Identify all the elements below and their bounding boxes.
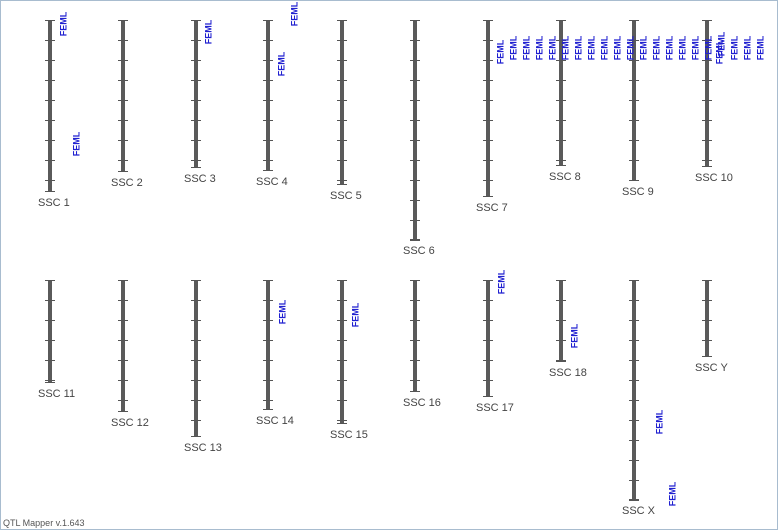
chromosome-label: SSC 7 [476, 202, 508, 214]
chromosome-bar [48, 280, 52, 383]
chromosome-bar [121, 280, 125, 412]
qtl-label: FEML [586, 35, 596, 60]
chromosome-label: SSC 16 [403, 397, 441, 409]
qtl-label: FEML [638, 35, 648, 60]
chromosome-label: SSC 4 [256, 176, 288, 188]
chromosome-bar [340, 20, 344, 185]
qtl-label: FEML [742, 35, 752, 60]
qtl-label: FEML [667, 481, 677, 506]
chromosome-bar [266, 280, 270, 410]
chromosome-label: SSC 6 [403, 245, 435, 257]
qtl-label: FEML [508, 35, 518, 60]
qtl-label: FEML [289, 1, 299, 26]
chromosome-bar [413, 280, 417, 392]
chromosome-label: SSC 9 [622, 186, 654, 198]
chromosome-bar [413, 20, 417, 240]
chromosome-bar [705, 20, 709, 167]
chromosome-label: SSC 12 [111, 417, 149, 429]
chromosome-label: SSC 8 [549, 171, 581, 183]
qtl-label: FEML [534, 35, 544, 60]
qtl-label: FEML [664, 35, 674, 60]
qtl-label: FEML [690, 35, 700, 60]
chromosome-label: SSC 17 [476, 402, 514, 414]
chromosome-label: SSC 1 [38, 197, 70, 209]
chromosome-bar [194, 280, 198, 437]
chromosome-label: SSC 11 [38, 388, 75, 400]
qtl-label: FEML [599, 35, 609, 60]
chromosome-label: SSC 5 [330, 190, 362, 202]
qtl-label: FEML [703, 35, 713, 60]
footer: QTL Mapper v.1.643 [3, 518, 85, 528]
chromosome-label: SSC 3 [184, 173, 216, 185]
qtl-label: FEML [350, 302, 360, 327]
qtl-label: FEML [203, 19, 213, 44]
chromosome-label: SSC Y [695, 362, 728, 374]
qtl-label: FEML [547, 35, 557, 60]
qtl-label: FEML [71, 131, 81, 156]
chromosome-label: SSC 15 [330, 429, 368, 441]
chromosome-bar [632, 280, 636, 500]
chromosome-bar [48, 20, 52, 192]
qtl-label: FEML [654, 409, 664, 434]
qtl-label: FEML [677, 35, 687, 60]
qtl-label: FEML [714, 39, 724, 64]
qtl-label: FEML [276, 51, 286, 76]
qtl-label: FEML [58, 11, 68, 36]
chromosome-label: SSC 2 [111, 177, 143, 189]
qtl-label: FEML [560, 35, 570, 60]
qtl-label: FEML [573, 35, 583, 60]
chromosome-bar [705, 280, 709, 357]
chromosome-bar [194, 20, 198, 168]
chromosome-bar [486, 20, 490, 197]
qtl-label: FEML [729, 35, 739, 60]
chromosome-label: SSC X [622, 505, 656, 517]
chromosome-bar [486, 280, 490, 397]
chromosome-label: SSC 13 [184, 442, 222, 454]
qtl-label: FEML [521, 35, 531, 60]
chromosome-bar [121, 20, 125, 172]
chromosome-bar [340, 280, 344, 424]
chromosome-label: SSC 18 [549, 367, 587, 379]
chromosome-bar [559, 20, 563, 166]
qtl-label: FEML [651, 35, 661, 60]
qtl-label: FEML [625, 35, 635, 60]
chromosome-label: SSC 14 [256, 415, 294, 427]
chromosome-label: SSC 10 [695, 172, 733, 184]
chromosome-bar [266, 20, 270, 171]
qtl-label: FEML [569, 323, 579, 348]
qtl-label: FEML [496, 269, 506, 294]
qtl-label: FEML [495, 39, 505, 64]
qtl-label: FEML [612, 35, 622, 60]
qtl-label: FEML [277, 299, 287, 324]
qtl-label: FEML [755, 35, 765, 60]
qtl-label: FEML [716, 31, 726, 56]
